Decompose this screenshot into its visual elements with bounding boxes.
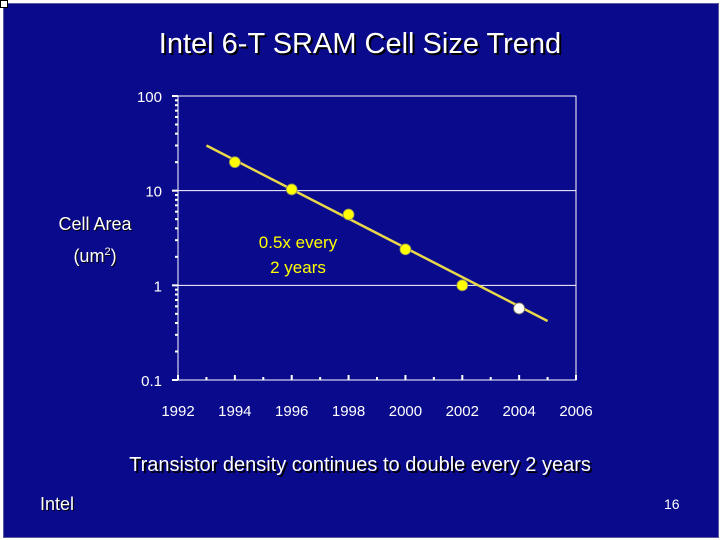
x-tick-label-2004: 2004	[502, 403, 535, 420]
y-tick-label-0.1: 0.1	[141, 373, 162, 390]
grid-layer	[178, 190, 576, 286]
data-point-1998	[342, 208, 355, 221]
series-layer	[205, 144, 549, 323]
y-unit-close: )	[110, 246, 117, 266]
slide-corner-marker	[0, 0, 8, 8]
data-point-2002	[456, 279, 469, 292]
annotation-line-2: 2 years	[270, 258, 326, 277]
y-unit-exponent: 2	[104, 246, 111, 258]
y-axis-title-unit: (um2)	[40, 238, 150, 270]
x-tick-label-2000: 2000	[389, 403, 422, 420]
y-axis-title: Cell Area (um2)	[40, 210, 150, 270]
x-tick-label-1996: 1996	[275, 403, 308, 420]
slide-background	[3, 3, 719, 538]
x-tick-label-2006: 2006	[559, 403, 592, 420]
data-point-2000	[399, 243, 412, 256]
data-point-1994	[228, 156, 241, 169]
y-tick-label-100: 100	[137, 89, 162, 106]
trend-annotation: 0.5x every 2 years	[228, 230, 368, 280]
tick-label-layer: 100 10 1 0.1 1992 1994 1996 1998 2000 2002 2004 200…	[137, 89, 593, 420]
slide-title: Intel 6-T SRAM Cell Size Trend	[158, 28, 562, 60]
annotation-line-1: 0.5x every	[258, 233, 338, 252]
y-tick-label-1: 1	[154, 278, 162, 295]
page-number: 16	[664, 496, 680, 512]
trend-line	[205, 144, 549, 323]
y-tick-label-10: 10	[145, 184, 162, 201]
y-unit-base: (um	[73, 246, 105, 266]
x-tick-label-1994: 1994	[218, 403, 251, 420]
x-tick-label-2002: 2002	[446, 403, 479, 420]
projected-point-2004	[513, 302, 526, 315]
axis-layer	[172, 95, 577, 381]
data-point-1996	[285, 183, 298, 196]
slide-subtitle: Transistor density continues to double e…	[129, 454, 591, 476]
x-tick-label-1998: 1998	[332, 403, 365, 420]
y-axis-title-main: Cell Area	[58, 214, 132, 234]
footer-company: Intel	[40, 494, 75, 514]
x-tick-label-1992: 1992	[161, 403, 194, 420]
